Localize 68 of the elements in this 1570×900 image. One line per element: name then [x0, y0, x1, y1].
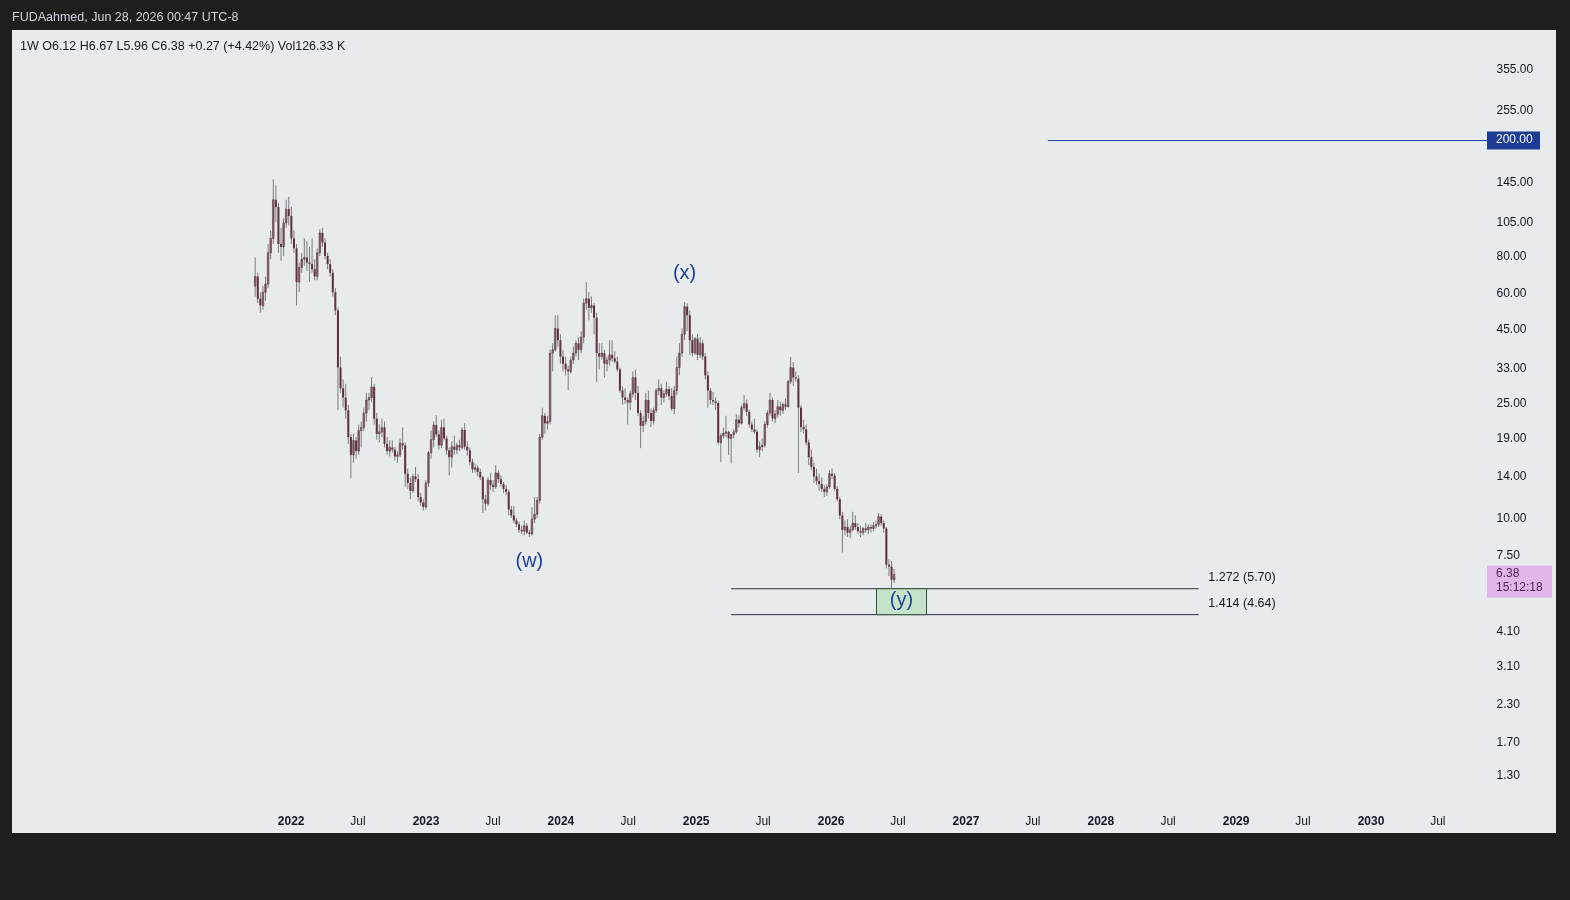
- candlestick: [699, 336, 702, 359]
- y-tick-label: 19.00: [1496, 430, 1527, 445]
- candlestick: [282, 217, 285, 257]
- candlestick: [763, 421, 766, 448]
- x-tick-label: Jul: [485, 813, 501, 828]
- x-tick-label: 2026: [817, 813, 845, 828]
- x-tick-label: 2023: [412, 813, 440, 828]
- candlestick: [608, 339, 611, 367]
- y-tick-label: 145.00: [1496, 174, 1534, 189]
- y-tick-label: 1.70: [1496, 734, 1521, 749]
- candlestick: [378, 423, 381, 443]
- x-tick-label: 2022: [277, 813, 305, 828]
- y-tick-label: 2.30: [1496, 696, 1521, 711]
- x-tick-label: Jul: [1295, 813, 1311, 828]
- series-label: 200.00: [1496, 131, 1534, 146]
- candlestick: [554, 314, 557, 352]
- series-label: 1.272 (5.70): [1208, 569, 1276, 584]
- candlestick: [693, 336, 697, 356]
- y-tick-label: 14.00: [1496, 469, 1527, 484]
- x-tick-label: 2025: [682, 813, 710, 828]
- candlestick: [872, 521, 875, 532]
- candlestick: [486, 476, 490, 507]
- annotation: 6.38 15:12:18: [1496, 565, 1544, 594]
- y-tick-label: 255.00: [1496, 103, 1534, 118]
- candlestick: [670, 387, 673, 412]
- x-tick-label: Jul: [1025, 813, 1041, 828]
- y-tick-label: 7.50: [1496, 547, 1521, 562]
- text: 1W O6.12 H6.67 L5.96 C6.38 +0.27 (+4.42%) Vol126.33 K: [20, 39, 346, 53]
- x-tick-label: Jul: [350, 813, 366, 828]
- y-tick-label: 60.00: [1496, 285, 1527, 300]
- y-tick-label: 10.00: [1496, 511, 1527, 526]
- candlestick: [541, 407, 544, 441]
- candlestick: [730, 433, 733, 465]
- data-label: (y): [889, 587, 914, 610]
- y-tick-label: 80.00: [1496, 249, 1527, 264]
- y-tick-label: 33.00: [1496, 361, 1527, 376]
- candlestick: [507, 489, 510, 516]
- y-tick-label: 105.00: [1496, 215, 1534, 230]
- y-tick-label: 4.10: [1496, 623, 1521, 638]
- x-tick-label: 2029: [1222, 813, 1250, 828]
- candlestick: [365, 392, 368, 422]
- y-tick-label: 45.00: [1496, 321, 1527, 336]
- y-tick-label: 25.00: [1496, 396, 1527, 410]
- candlestick: [440, 419, 443, 449]
- x-tick-label: Jul: [755, 813, 771, 828]
- x-tick-label: Jul: [890, 813, 906, 828]
- y-tick-label: 3.10: [1496, 658, 1521, 673]
- chart-title: FUDAahmed, Jun 28, 2026 00:47 UTC-8: [12, 9, 239, 24]
- candlestick: [272, 178, 275, 245]
- x-tick-label: Jul: [1160, 813, 1176, 828]
- y-tick-label: 355.00: [1496, 61, 1534, 76]
- x-tick-label: Jul: [620, 813, 636, 828]
- x-tick-label: 2027: [952, 813, 980, 828]
- annotation: (x): [672, 261, 697, 284]
- annotation: (w): [515, 548, 544, 571]
- candlestick: [792, 361, 795, 387]
- candlestick: [890, 560, 893, 589]
- y-tick-label: 1.30: [1496, 768, 1521, 783]
- x-tick-label: 2028: [1087, 813, 1115, 828]
- x-tick-label: 2030: [1357, 813, 1385, 828]
- candlestick: [771, 397, 774, 422]
- candlestick: [696, 333, 699, 361]
- candlestick: [357, 423, 360, 456]
- candlestick: [660, 383, 663, 406]
- candlestick: [285, 199, 288, 229]
- series-label: 1.414 (4.64): [1208, 595, 1276, 610]
- x-tick-label: 2024: [547, 813, 575, 828]
- x-tick-label: Jul: [1430, 813, 1446, 828]
